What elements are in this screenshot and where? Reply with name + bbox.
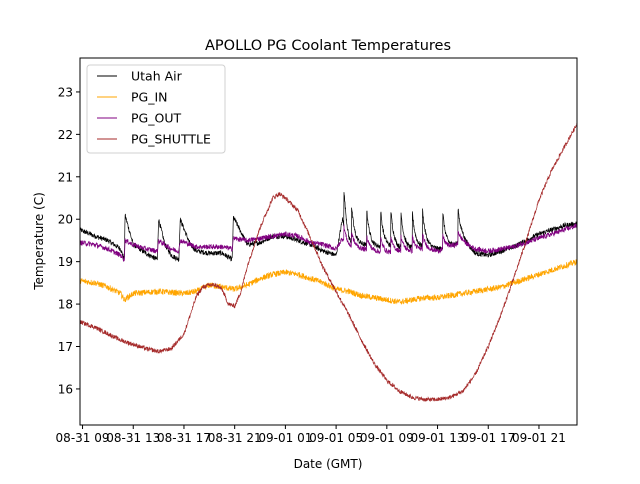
y-tick-label: 20 bbox=[58, 213, 73, 227]
x-tick-label: 09-01 01 bbox=[258, 431, 312, 445]
y-tick-label: 23 bbox=[58, 85, 73, 99]
y-axis-label: Temperature (C) bbox=[32, 192, 46, 291]
x-tick-label: 09-01 13 bbox=[411, 431, 465, 445]
series-line-pg-in bbox=[80, 259, 577, 305]
legend-label: PG_OUT bbox=[131, 111, 181, 126]
x-tick-label: 09-01 17 bbox=[461, 431, 515, 445]
x-axis-label: Date (GMT) bbox=[294, 457, 363, 471]
x-tick-label: 08-31 21 bbox=[208, 431, 262, 445]
y-tick-label: 18 bbox=[58, 298, 73, 312]
legend-label: PG_SHUTTLE bbox=[131, 132, 211, 147]
legend-label: Utah Air bbox=[131, 69, 183, 84]
x-tick-label: 09-01 21 bbox=[512, 431, 566, 445]
chart-title: APOLLO PG Coolant Temperatures bbox=[205, 38, 451, 54]
series-line-utah-air bbox=[80, 192, 577, 262]
y-tick-label: 17 bbox=[58, 340, 73, 354]
y-tick-label: 22 bbox=[58, 128, 73, 142]
x-tick-label: 08-31 09 bbox=[56, 431, 110, 445]
series-line-pg-shuttle bbox=[80, 123, 577, 402]
legend-box bbox=[86, 64, 226, 154]
y-tick-label: 21 bbox=[58, 170, 73, 184]
x-tick-label: 08-31 13 bbox=[106, 431, 160, 445]
y-tick-label: 19 bbox=[58, 255, 73, 269]
legend-label: PG_IN bbox=[131, 90, 168, 105]
series-layer bbox=[80, 123, 577, 402]
x-tick-label: 09-01 09 bbox=[360, 431, 414, 445]
y-tick-label: 16 bbox=[58, 382, 73, 396]
plot-frame bbox=[79, 57, 578, 426]
y-axis: 16 17 18 19 20 21 22 23 bbox=[58, 85, 80, 396]
legend: Utah Air PG_IN PG_OUT PG_SHUTTLE bbox=[86, 64, 226, 154]
series-line-pg-out bbox=[80, 222, 577, 263]
x-tick-label: 08-31 17 bbox=[157, 431, 211, 445]
x-tick-label: 09-01 05 bbox=[309, 431, 363, 445]
